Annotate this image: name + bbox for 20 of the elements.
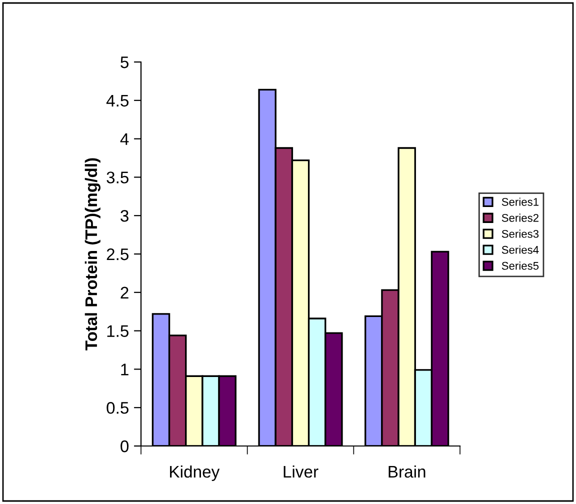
y-tick-label: 3.5 (106, 172, 128, 184)
legend-label: Series4 (502, 246, 539, 254)
y-tick-label: 0 (120, 440, 129, 452)
legend-label: Series3 (502, 230, 539, 238)
y-tick-label: 4.5 (106, 94, 128, 107)
legend-label: Series2 (502, 214, 538, 222)
y-tick-label: 2 (120, 286, 128, 298)
x-tick-label: Liver (284, 465, 318, 478)
y-tick-label: 1.5 (107, 325, 128, 338)
y-tick-label: 4 (120, 133, 129, 145)
y-tick-label: 3 (120, 210, 128, 222)
y-tick-label: 5 (120, 56, 128, 68)
y-tick-label: 0.5 (106, 402, 128, 414)
y-tick-label: 1 (121, 364, 128, 376)
x-tick-label: Brain (388, 465, 426, 478)
legend-label: Series1 (502, 198, 538, 206)
y-tick-label: 2.5 (106, 248, 128, 260)
legend-label: Series5 (502, 262, 539, 270)
x-tick-label: Kidney (170, 465, 220, 481)
y-axis-title: Total Protein (TP)(mg/dl) (84, 158, 100, 350)
